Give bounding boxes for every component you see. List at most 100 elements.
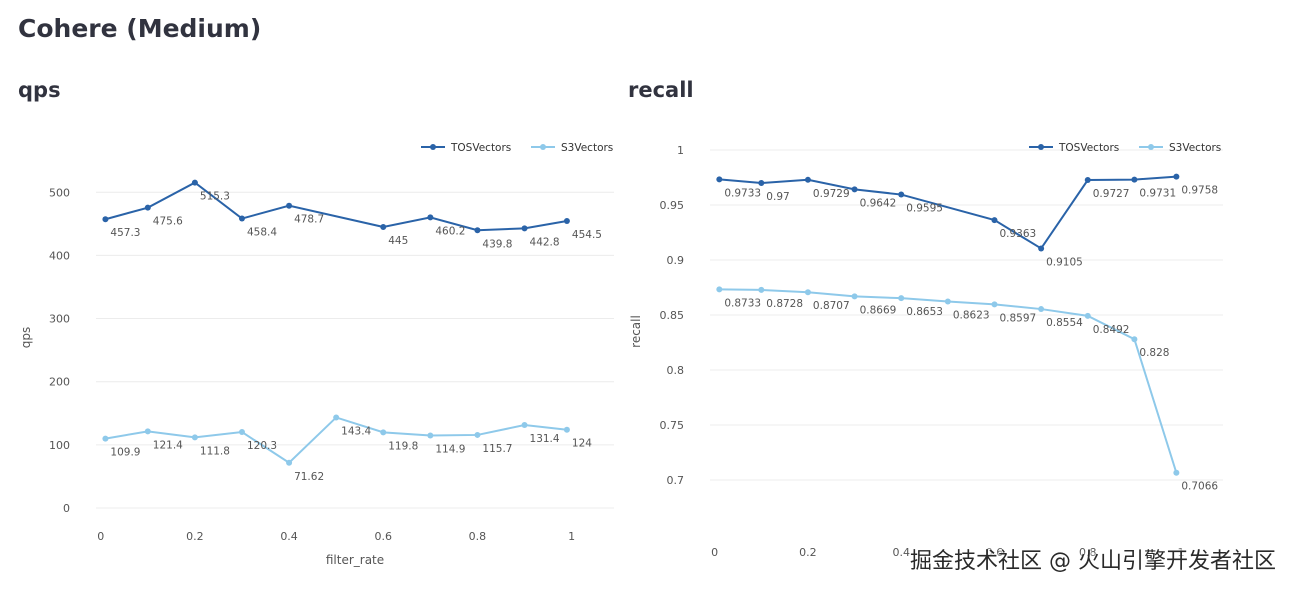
qps-data-label-tosvectors: 457.3 (110, 227, 140, 239)
qps-data-label-s3vectors: 119.8 (388, 440, 418, 452)
qps-xtick-label: 0.2 (186, 530, 204, 543)
recall-data-point-tosvectors (716, 176, 723, 183)
recall-xtick-label: 1 (1178, 546, 1185, 559)
qps-data-label-s3vectors: 121.4 (153, 439, 183, 451)
recall-xtick-label: 0.4 (892, 546, 910, 559)
recall-data-label-tosvectors: 0.9363 (999, 228, 1036, 240)
qps-data-point-s3vectors (286, 459, 293, 466)
qps-chart-title: qps (18, 78, 61, 102)
recall-data-label-tosvectors: 0.9105 (1046, 256, 1083, 268)
qps-data-label-tosvectors: 454.5 (572, 229, 602, 241)
recall-chart: 0.7 0.75 0.8 0.85 0.9 0.95 1 0 0.2 0.4 0.6 0.8 1 reca… (629, 142, 1223, 559)
recall-data-point-s3vectors (991, 301, 998, 308)
watermark-text: 掘金技术社区 @ 火山引擎开发者社区 (910, 549, 1276, 574)
recall-series-line-s3vectors (719, 288, 1178, 474)
qps-legend-label: TOSVectors (450, 142, 511, 154)
qps-data-label-s3vectors: 111.8 (200, 445, 230, 457)
recall-data-label-s3vectors: 0.8707 (813, 300, 850, 312)
qps-data-point-tosvectors (427, 214, 434, 221)
recall-data-point-s3vectors (1173, 469, 1180, 476)
recall-y-axis-title: recall (629, 315, 643, 348)
qps-data-point-tosvectors (286, 202, 293, 209)
qps-legend-marker (540, 144, 546, 150)
recall-ytick-label: 1 (677, 144, 684, 157)
qps-chart: 0 100 200 300 400 500 0 0.2 0.4 0.6 0.8 1 filter_rat… (19, 142, 614, 567)
recall-legend-marker (1038, 144, 1044, 150)
recall-data-point-s3vectors (1038, 306, 1045, 313)
recall-data-label-s3vectors: 0.8728 (766, 298, 803, 310)
recall-data-label-s3vectors: 0.8653 (906, 306, 943, 318)
recall-data-label-s3vectors: 0.8597 (999, 312, 1036, 324)
recall-data-point-s3vectors (716, 286, 723, 293)
qps-data-point-s3vectors (521, 422, 528, 429)
qps-data-label-s3vectors: 115.7 (482, 443, 512, 455)
qps-data-point-s3vectors (333, 414, 340, 421)
recall-ytick-label: 0.95 (660, 199, 685, 212)
recall-data-label-tosvectors: 0.97 (766, 191, 789, 203)
qps-data-label-s3vectors: 124 (572, 438, 592, 450)
qps-data-point-tosvectors (521, 225, 528, 232)
recall-data-point-tosvectors (758, 180, 765, 186)
recall-data-point-tosvectors (991, 217, 998, 224)
recall-xtick-label: 0.2 (799, 546, 817, 559)
qps-data-label-s3vectors: 71.62 (294, 471, 324, 483)
qps-x-axis-title: filter_rate (326, 553, 384, 567)
qps-xtick-label: 0.6 (375, 530, 393, 543)
qps-data-point-s3vectors (144, 428, 151, 435)
recall-data-label-tosvectors: 0.9727 (1093, 188, 1130, 200)
recall-data-point-s3vectors (1131, 336, 1138, 343)
recall-chart-title: recall (628, 78, 694, 102)
qps-data-point-s3vectors (427, 432, 434, 439)
recall-xtick-label: 0.8 (1079, 546, 1097, 559)
qps-data-label-tosvectors: 515.3 (200, 191, 230, 203)
recall-xtick-label: 0 (711, 546, 718, 559)
recall-ytick-label: 0.8 (667, 364, 685, 377)
recall-data-point-s3vectors (851, 293, 858, 300)
recall-data-point-s3vectors (898, 295, 905, 302)
qps-data-label-tosvectors: 478.7 (294, 214, 324, 226)
qps-y-axis-title: qps (19, 327, 33, 349)
recall-data-point-tosvectors (851, 186, 858, 193)
qps-xtick-label: 0 (97, 530, 104, 543)
qps-ytick-label: 500 (49, 186, 70, 199)
recall-data-label-tosvectors: 0.9642 (860, 197, 897, 209)
recall-data-point-s3vectors (1084, 312, 1091, 319)
qps-data-point-s3vectors (380, 429, 387, 436)
recall-data-label-s3vectors: 0.8733 (724, 297, 761, 309)
qps-ytick-label: 300 (49, 313, 70, 326)
recall-data-point-s3vectors (804, 289, 811, 296)
qps-xtick-label: 0.8 (469, 530, 487, 543)
recall-data-point-tosvectors (1038, 245, 1045, 252)
recall-xtick-label: 0.6 (986, 546, 1004, 559)
qps-data-point-tosvectors (102, 216, 109, 223)
qps-data-point-tosvectors (238, 215, 245, 222)
qps-data-label-s3vectors: 131.4 (530, 433, 560, 445)
recall-data-label-tosvectors: 0.9731 (1139, 188, 1176, 200)
recall-data-point-s3vectors (758, 286, 765, 293)
qps-data-label-s3vectors: 109.9 (110, 447, 140, 459)
recall-data-point-tosvectors (1173, 173, 1180, 180)
qps-data-label-tosvectors: 475.6 (153, 216, 183, 228)
qps-data-label-tosvectors: 460.2 (435, 225, 465, 237)
recall-data-point-tosvectors (898, 191, 905, 198)
recall-legend-label: TOSVectors (1058, 142, 1119, 154)
qps-data-point-s3vectors (563, 426, 570, 433)
recall-data-label-tosvectors: 0.9733 (724, 187, 761, 199)
recall-legend-marker (1148, 144, 1154, 150)
recall-data-label-s3vectors: 0.8623 (953, 309, 990, 321)
recall-ytick-label: 0.75 (660, 419, 685, 432)
qps-legend-marker (430, 144, 436, 150)
qps-xtick-label: 1 (568, 530, 575, 543)
recall-data-label-s3vectors: 0.8492 (1093, 324, 1130, 336)
recall-series-line-tosvectors (719, 175, 1177, 250)
qps-data-point-tosvectors (563, 217, 570, 224)
qps-data-point-s3vectors (238, 429, 245, 436)
recall-data-point-s3vectors (944, 298, 951, 305)
recall-data-label-tosvectors: 0.9595 (906, 203, 943, 215)
recall-data-point-tosvectors (804, 176, 811, 183)
qps-data-point-tosvectors (380, 223, 387, 230)
recall-data-point-tosvectors (1084, 177, 1091, 184)
recall-data-label-s3vectors: 0.8669 (860, 304, 897, 316)
qps-data-label-tosvectors: 442.8 (530, 236, 560, 248)
recall-ytick-label: 0.85 (660, 309, 685, 322)
